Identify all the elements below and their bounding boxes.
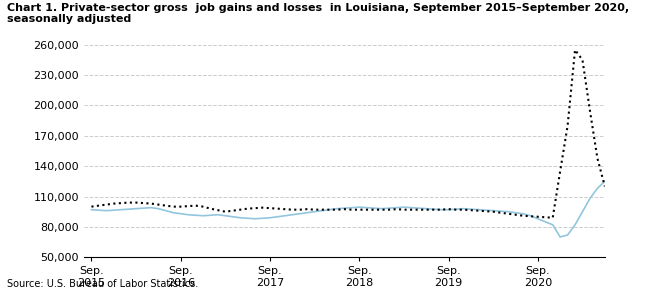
Gross job losses — [571, 48, 579, 51]
Gross job gains — [519, 212, 527, 216]
Gross job losses — [206, 207, 214, 210]
Gross job losses — [303, 208, 311, 211]
Gross job losses — [370, 208, 378, 212]
Gross job losses — [601, 185, 609, 188]
Line: Gross job losses: Gross job losses — [91, 50, 605, 218]
Gross job gains — [244, 216, 252, 220]
Gross job losses — [548, 216, 556, 220]
Gross job gains — [87, 208, 95, 212]
Gross job gains — [601, 179, 609, 183]
Gross job losses — [155, 203, 163, 206]
Gross job gains — [526, 214, 534, 217]
Text: Chart 1. Private-sector gross  job gains and losses  in Louisiana, September 201: Chart 1. Private-sector gross job gains … — [7, 3, 629, 25]
Gross job losses — [244, 207, 252, 210]
Gross job losses — [87, 205, 95, 208]
Gross job gains — [206, 214, 214, 217]
Gross job gains — [556, 235, 564, 239]
Gross job gains — [370, 206, 378, 210]
Gross job losses — [526, 214, 534, 218]
Gross job gains — [155, 207, 163, 210]
Text: Source: U.S. Bureau of Labor Statistics.: Source: U.S. Bureau of Labor Statistics. — [7, 279, 198, 289]
Line: Gross job gains: Gross job gains — [91, 181, 605, 237]
